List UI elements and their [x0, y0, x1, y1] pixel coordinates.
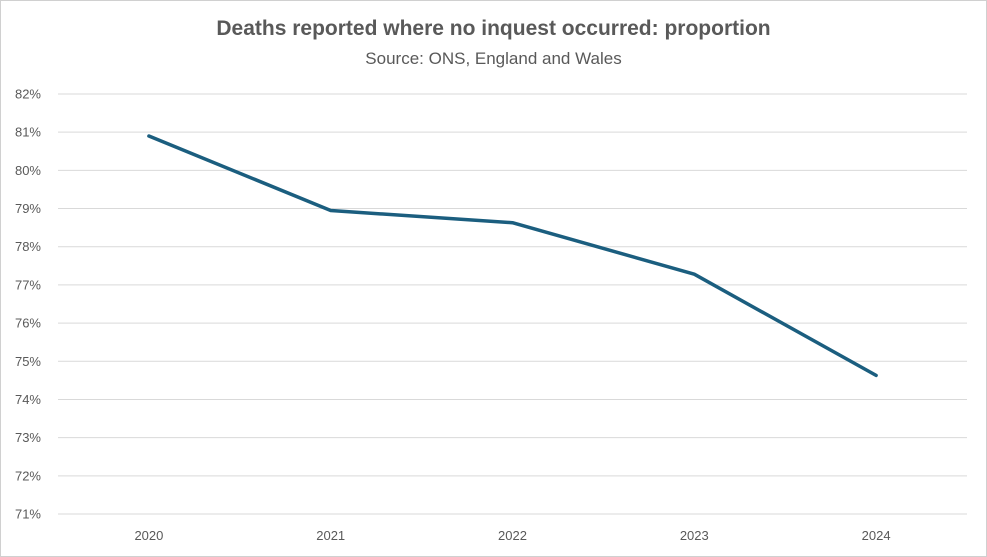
chart-subtitle: Source: ONS, England and Wales: [365, 49, 622, 68]
y-tick-label: 76%: [15, 316, 41, 331]
y-tick-label: 77%: [15, 277, 41, 292]
series-lines: [147, 134, 878, 378]
y-tick-label: 79%: [15, 201, 41, 216]
chart-title: Deaths reported where no inquest occurre…: [216, 17, 771, 40]
x-axis-tick-labels: 2020 2021 2022 2023 2024: [134, 528, 890, 543]
x-tick-label: 2022: [498, 528, 527, 543]
gridlines: [58, 93, 967, 515]
y-tick-label: 71%: [15, 507, 41, 522]
y-tick-label: 82%: [15, 87, 41, 102]
y-tick-label: 81%: [15, 125, 41, 140]
y-tick-label: 75%: [15, 354, 41, 369]
x-tick-label: 2023: [680, 528, 709, 543]
series-line: [147, 134, 878, 378]
x-tick-label: 2024: [862, 528, 891, 543]
x-tick-label: 2020: [134, 528, 163, 543]
y-tick-label: 74%: [15, 392, 41, 407]
y-tick-label: 78%: [15, 239, 41, 254]
y-tick-label: 73%: [15, 430, 41, 445]
x-tick-label: 2021: [316, 528, 345, 543]
y-tick-label: 80%: [15, 163, 41, 178]
y-tick-label: 72%: [15, 468, 41, 483]
y-axis-tick-labels: 71% 72% 73% 74% 75% 76% 77% 78% 79% 80% 81% 82%: [15, 87, 41, 522]
